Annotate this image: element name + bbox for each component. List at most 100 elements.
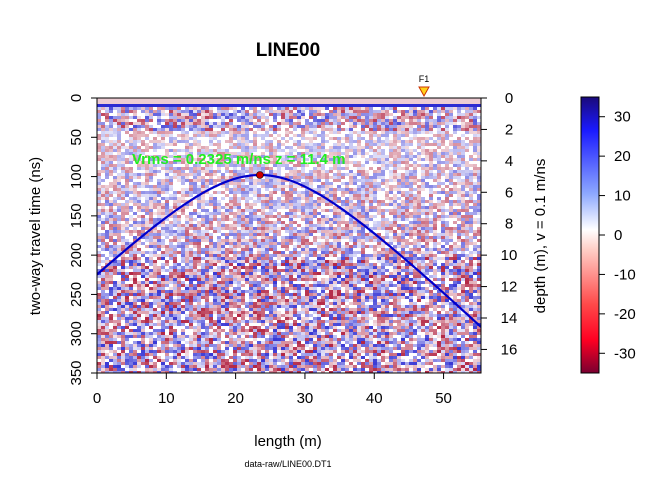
radargram-cell [397,122,401,125]
radargram-cell [257,242,261,245]
radargram-cell [257,269,261,272]
radargram-cell [105,176,109,179]
radargram-cell [353,155,357,158]
radargram-cell [421,185,425,188]
radargram-cell [225,236,229,239]
radargram-cell [293,182,297,185]
radargram-cell [437,236,441,239]
radargram-cell [433,248,437,251]
radargram-cell [133,191,137,194]
radargram-cell [265,143,269,146]
radargram-cell [289,275,293,278]
radargram-cell [313,236,317,239]
radargram-cell [293,212,297,215]
radargram-cell [177,155,181,158]
radargram-cell [285,155,289,158]
radargram-cell [237,209,241,212]
radargram-cell [373,191,377,194]
radargram-cell [445,119,449,122]
radargram-cell [341,107,345,110]
radargram-cell [149,98,153,101]
radargram-cell [289,197,293,200]
radargram-cell [193,185,197,188]
radargram-cell [401,242,405,245]
radargram-cell [477,137,481,140]
radargram-cell [377,278,381,281]
radargram-cell [177,263,181,266]
radargram-cell [233,230,237,233]
radargram-cell [409,104,413,107]
radargram-cell [157,194,161,197]
radargram-cell [245,197,249,200]
radargram-cell [117,224,121,227]
radargram-cell [225,239,229,242]
radargram-cell [317,227,321,230]
radargram-cell [137,176,141,179]
radargram-cell [181,200,185,203]
radargram-cell [361,155,365,158]
radargram-cell [461,272,465,275]
radargram-cell [113,221,117,224]
radargram-cell [445,185,449,188]
radargram-cell [313,179,317,182]
radargram-cell [289,137,293,140]
radargram-cell [141,287,145,290]
radargram-cell [405,98,409,101]
radargram-cell [213,215,217,218]
radargram-cell [405,101,409,104]
radargram-cell [217,242,221,245]
radargram-cell [405,176,409,179]
radargram-cell [97,146,101,149]
radargram-cell [141,164,145,167]
radargram-cell [229,218,233,221]
radargram-cell [281,236,285,239]
radargram-cell [457,107,461,110]
radargram-cell [113,146,117,149]
radargram-cell [265,242,269,245]
radargram-cell [105,185,109,188]
radargram-cell [109,194,113,197]
radargram-cell [385,263,389,266]
radargram-cell [133,182,137,185]
radargram-cell [193,143,197,146]
radargram-cell [321,257,325,260]
radargram-cell [305,131,309,134]
radargram-cell [113,224,117,227]
radargram-cell [161,257,165,260]
radargram-cell [189,113,193,116]
radargram-cell [169,251,173,254]
radargram-cell [341,215,345,218]
radargram-cell [229,284,233,287]
radargram-cell [449,215,453,218]
radargram-cell [133,155,137,158]
radargram-cell [353,164,357,167]
radargram-cell [465,143,469,146]
radargram-cell [333,227,337,230]
radargram-cell [445,257,449,260]
radargram-cell [449,269,453,272]
radargram-cell [273,206,277,209]
radargram-cell [281,149,285,152]
radargram-cell [197,101,201,104]
radargram-cell [297,125,301,128]
radargram-cell [321,236,325,239]
radargram-cell [269,224,273,227]
radargram-cell [353,131,357,134]
radargram-cell [345,110,349,113]
radargram-cell [325,230,329,233]
radargram-cell [429,110,433,113]
radargram-cell [205,119,209,122]
radargram-cell [105,98,109,101]
radargram-cell [109,155,113,158]
radargram-cell [157,107,161,110]
radargram-cell [217,260,221,263]
radargram-cell [229,188,233,191]
radargram-cell [245,188,249,191]
radargram-cell [393,179,397,182]
radargram-cell [273,245,277,248]
radargram-cell [137,209,141,212]
radargram-cell [321,281,325,284]
radargram-cell [437,107,441,110]
radargram-cell [445,266,449,269]
radargram-cell [317,167,321,170]
